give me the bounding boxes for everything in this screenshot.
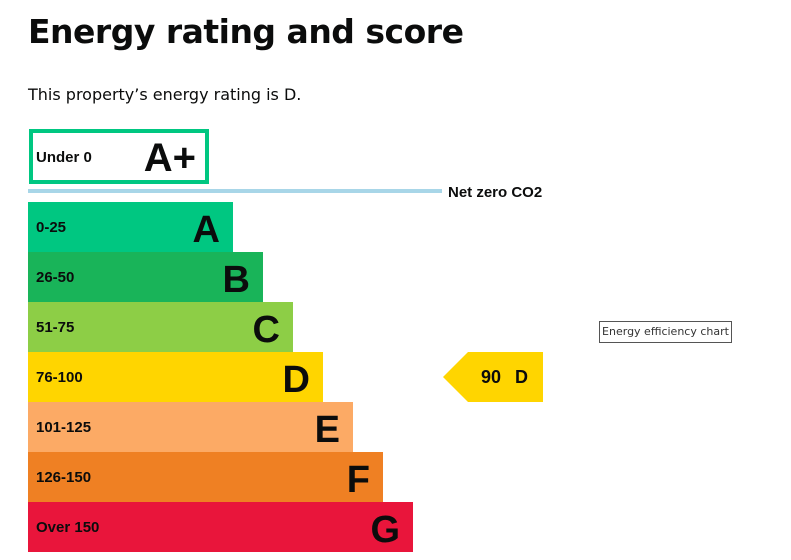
band-e-bar — [28, 402, 353, 452]
band-a-bar — [28, 202, 233, 252]
band-g-letter: G — [370, 509, 400, 551]
net-zero-label: Net zero CO2 — [448, 184, 542, 201]
band-a-plus-range: Under 0 — [36, 149, 92, 166]
band-e-letter: E — [315, 409, 340, 451]
band-b-letter: B — [223, 259, 250, 301]
rating-summary: This property’s energy rating is D. — [28, 85, 302, 104]
band-a-letter: A — [193, 209, 220, 251]
band-a-plus-box — [29, 129, 209, 184]
band-f-range: 126-150 — [36, 469, 91, 486]
chart-tooltip: Energy efficiency chart — [599, 321, 732, 343]
band-e-range: 101-125 — [36, 419, 91, 436]
band-d-range: 76-100 — [36, 369, 83, 386]
band-a-range: 0-25 — [36, 219, 66, 236]
net-zero-line — [28, 189, 442, 193]
band-b-bar — [28, 252, 263, 302]
band-c-bar — [28, 302, 293, 352]
current-rating-score: 90 — [481, 367, 501, 387]
current-rating-arrow — [443, 352, 543, 402]
current-rating-letter: D — [515, 367, 528, 387]
page-title: Energy rating and score — [28, 12, 464, 51]
band-d-bar — [28, 352, 323, 402]
band-g-bar — [28, 502, 413, 552]
band-f-bar — [28, 452, 383, 502]
band-g-range: Over 150 — [36, 519, 99, 536]
band-d-letter: D — [283, 359, 310, 401]
band-c-letter: C — [253, 309, 280, 351]
band-c-range: 51-75 — [36, 319, 74, 336]
band-b-range: 26-50 — [36, 269, 74, 286]
band-f-letter: F — [347, 459, 370, 501]
band-a-plus-letter: A+ — [144, 136, 196, 180]
